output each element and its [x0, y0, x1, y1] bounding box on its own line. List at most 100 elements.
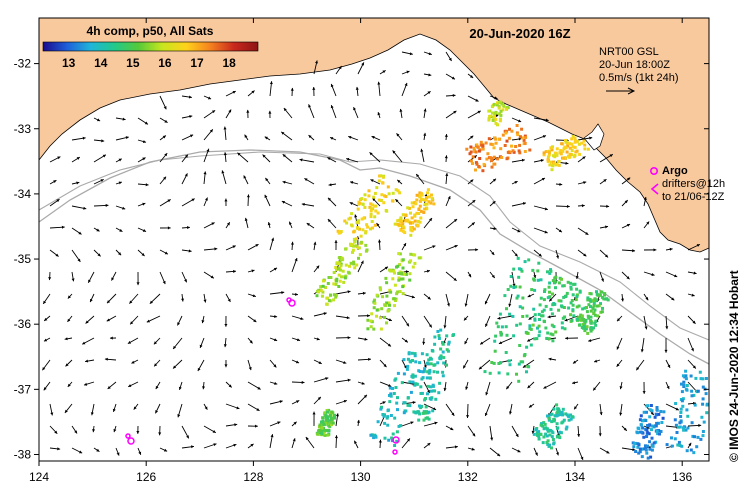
- sst-pixel: [321, 416, 325, 420]
- current-vector: [371, 135, 381, 141]
- current-vector: [423, 90, 431, 97]
- sst-pixel: [569, 413, 573, 417]
- sst-pixel: [388, 394, 391, 397]
- current-vector: [225, 109, 232, 119]
- current-vector: [247, 90, 255, 97]
- sst-pixel: [488, 371, 492, 375]
- sst-pixel: [352, 230, 356, 234]
- current-vector: [153, 337, 161, 345]
- sst-pixel: [373, 204, 377, 208]
- current-vector: [87, 271, 95, 284]
- sst-pixel: [373, 223, 377, 227]
- current-vector: [423, 442, 431, 449]
- sst-pixel: [681, 426, 685, 430]
- sst-pixel: [391, 191, 395, 195]
- sst-pixel: [551, 145, 554, 149]
- sst-pixel: [385, 321, 388, 325]
- sst-pixel: [679, 419, 683, 423]
- current-vector: [335, 336, 351, 340]
- sst-pixel: [369, 319, 373, 323]
- current-vector: [643, 271, 655, 276]
- sst-pixel: [500, 325, 504, 329]
- current-vector: [67, 293, 73, 299]
- sst-pixel: [640, 455, 644, 459]
- sst-pixel: [330, 423, 333, 427]
- sst-pixel: [350, 212, 354, 216]
- current-vector: [531, 425, 535, 434]
- current-vector: [159, 249, 169, 255]
- sst-pixel: [361, 202, 365, 206]
- current-vector: [225, 90, 236, 97]
- sst-pixel: [328, 424, 332, 428]
- sst-pixel: [512, 334, 516, 338]
- current-vector: [401, 51, 413, 56]
- sst-pixel: [582, 139, 586, 143]
- sst-pixel: [481, 144, 485, 148]
- current-vector: [328, 183, 337, 187]
- current-vector: [399, 108, 403, 119]
- sst-pixel: [391, 277, 395, 281]
- sst-pixel: [520, 136, 524, 140]
- sst-pixel: [645, 428, 649, 432]
- sst-pixel: [575, 293, 579, 297]
- sst-pixel: [645, 410, 648, 414]
- current-vector: [369, 152, 381, 163]
- current-vector: [445, 173, 449, 185]
- sst-pixel: [519, 360, 523, 364]
- sst-pixel: [383, 315, 387, 319]
- sst-pixel: [389, 269, 393, 273]
- current-vector: [463, 315, 469, 321]
- sst-pixel: [336, 229, 340, 233]
- sst-pixel: [518, 285, 522, 289]
- sst-pixel: [581, 307, 585, 311]
- current-vector: [247, 293, 256, 298]
- sst-pixel: [558, 411, 562, 415]
- sst-pixel: [540, 314, 544, 318]
- sst-pixel: [417, 208, 421, 211]
- sst-pixel: [326, 415, 330, 419]
- sst-pixel: [433, 342, 437, 346]
- sst-pixel: [335, 277, 339, 281]
- sst-pixel: [417, 212, 421, 215]
- current-vector: [327, 218, 337, 229]
- sst-pixel: [370, 220, 374, 223]
- sst-pixel: [418, 191, 422, 195]
- sst-pixel: [645, 435, 649, 438]
- sst-pixel: [482, 162, 486, 166]
- sst-pixel: [675, 431, 679, 434]
- current-vector: [282, 180, 293, 185]
- current-vector: [467, 110, 481, 119]
- sst-pixel: [401, 213, 405, 217]
- current-vector: [555, 447, 559, 456]
- sst-pixel: [705, 411, 709, 415]
- sst-pixel: [575, 295, 579, 298]
- sst-pixel: [414, 202, 418, 206]
- current-vector: [133, 403, 139, 410]
- sst-pixel: [692, 393, 696, 397]
- sst-pixel: [559, 152, 563, 156]
- sst-pixel: [342, 280, 346, 284]
- sst-pixel: [405, 367, 409, 371]
- sst-pixel: [569, 417, 573, 421]
- current-vector: [577, 136, 593, 141]
- info-source: NRT00 GSL: [599, 46, 659, 58]
- sst-pixel: [437, 337, 441, 340]
- current-vector: [621, 249, 636, 253]
- current-vector: [137, 227, 147, 232]
- sst-pixel: [650, 436, 654, 440]
- sst-pixel: [589, 305, 592, 309]
- sst-pixel: [401, 292, 405, 296]
- sst-pixel: [555, 426, 559, 430]
- argo-marker-3: [392, 436, 400, 455]
- sst-pixel: [647, 424, 651, 428]
- sst-pixel: [656, 432, 660, 436]
- current-vector: [445, 73, 456, 80]
- sst-pixel: [483, 370, 487, 374]
- current-vector: [90, 403, 95, 416]
- sst-pixel: [516, 256, 520, 260]
- current-vector: [71, 156, 81, 163]
- sst-pixel: [700, 415, 704, 419]
- current-vector: [379, 401, 386, 405]
- sst-pixel: [554, 151, 558, 155]
